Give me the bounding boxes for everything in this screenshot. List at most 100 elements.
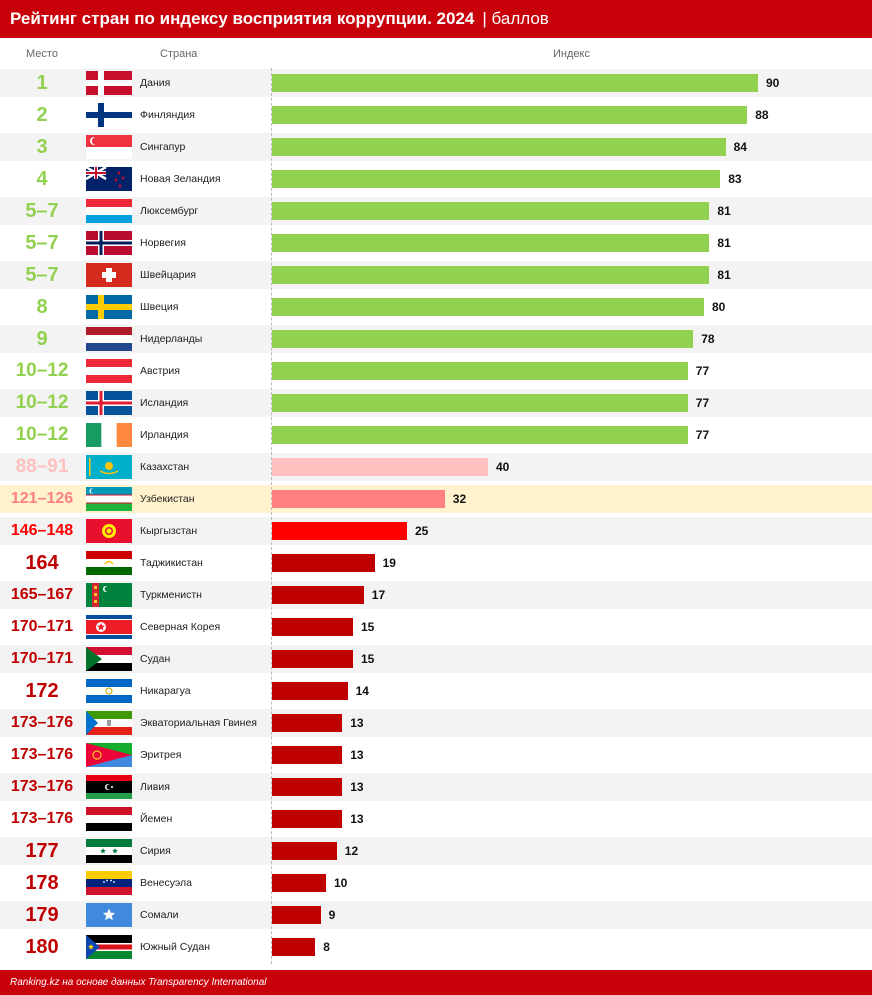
value-label: 9 (328, 908, 336, 922)
table-row: 2 Финляндия 88 (0, 101, 872, 129)
rank-label: 173–176 (10, 778, 74, 795)
country-label: Никарагуа (140, 685, 191, 697)
rank-label: 173–176 (10, 810, 74, 827)
luxembourg-flag (86, 199, 132, 224)
sudan-flag (86, 647, 132, 672)
country-label: Сомали (140, 909, 179, 921)
table-row: 173–176 Эритрея 13 (0, 741, 872, 769)
table-row: 164 Таджикистан 19 (0, 549, 872, 577)
source-note: Ranking.kz на основе данных Transparency… (10, 977, 267, 988)
value-label: 77 (695, 428, 710, 442)
kyrgyzstan-flag (86, 519, 132, 543)
turkmenistan-flag (86, 583, 132, 607)
table-row: 3 Сингапур 84 (0, 133, 872, 161)
rank-label: 5–7 (25, 263, 59, 286)
rank-label: 180 (25, 935, 59, 958)
venezuela-flag (86, 871, 132, 896)
value-label: 13 (350, 748, 364, 762)
value-label: 77 (695, 396, 710, 410)
rank-label: 172 (25, 679, 59, 702)
table-row: 170–171 Северная Корея 15 (0, 613, 872, 641)
column-header-country: Страна (160, 48, 198, 60)
country-label: Узбекистан (140, 493, 195, 505)
rank-label: 177 (25, 839, 59, 862)
iceland-flag (86, 391, 132, 415)
rank-label: 164 (25, 551, 59, 574)
table-row: 170–171 Судан 15 (0, 645, 872, 673)
bar (272, 138, 726, 156)
table-row: 173–176 Ливия 13 (0, 773, 872, 801)
country-label: Туркменистн (140, 589, 202, 601)
netherlands-flag (86, 327, 132, 352)
value-label: 13 (350, 780, 364, 794)
value-label: 77 (695, 364, 710, 378)
value-label: 78 (701, 332, 715, 346)
rank-label: 179 (25, 903, 59, 926)
nicaragua-flag (86, 679, 132, 704)
denmark-flag (86, 71, 132, 95)
table-row: 179 Сомали 9 (0, 901, 872, 929)
ireland-flag (86, 423, 133, 447)
bar (272, 554, 375, 572)
bar (272, 650, 353, 668)
bar (272, 938, 316, 956)
bar (272, 618, 353, 636)
table-row: 9 Нидерланды 78 (0, 325, 872, 353)
value-label: 40 (496, 460, 510, 474)
table-row: 88–91 Казахстан 40 (0, 453, 872, 481)
bar (272, 746, 343, 764)
rank-label: 3 (36, 135, 48, 158)
country-label: Северная Корея (140, 621, 221, 633)
country-label: Кыргызстан (140, 525, 198, 537)
country-label: Люксембург (140, 205, 199, 217)
table-row: 180 Южный Судан 8 (0, 933, 872, 961)
chart-title: Рейтинг стран по индексу восприятия корр… (10, 9, 475, 28)
value-label: 25 (415, 524, 429, 538)
value-label: 81 (717, 236, 731, 250)
bar (272, 74, 758, 92)
rank-label: 146–148 (10, 522, 74, 539)
uzbekistan-flag (86, 487, 132, 511)
libya-flag (86, 775, 132, 799)
eritrea-flag (86, 743, 132, 767)
table-row: 165–167 Туркменистн 17 (0, 581, 872, 609)
table-row: 5–7 Швейцария 81 (0, 261, 872, 289)
table-row: 173–176 Йемен 13 (0, 805, 872, 833)
country-label: Экваториальная Гвинея (140, 717, 257, 729)
bar (272, 906, 321, 924)
country-label: Венесуэла (140, 877, 192, 889)
north-korea-flag (86, 615, 132, 639)
table-row: 10–12 Ирландия 77 (0, 421, 872, 449)
rank-label: 121–126 (10, 490, 74, 507)
chart-unit: | баллов (482, 9, 549, 28)
value-label: 84 (733, 140, 747, 154)
rank-label: 5–7 (25, 199, 59, 222)
value-label: 19 (382, 556, 396, 570)
table-row: 1 Дания 90 (0, 69, 872, 97)
table-row: 4 Новая Зеландия 83 (0, 165, 872, 193)
rank-label: 4 (36, 167, 48, 190)
table-row: 121–126 Узбекистан 32 (0, 485, 872, 513)
country-label: Финляндия (140, 109, 195, 121)
value-label: 14 (355, 684, 369, 698)
rank-label: 170–171 (10, 650, 74, 667)
country-label: Ирландия (140, 429, 189, 441)
bar (272, 234, 710, 252)
country-label: Эритрея (140, 749, 182, 761)
rank-label: 5–7 (25, 231, 59, 254)
bar (272, 266, 710, 284)
country-label: Швейцария (140, 269, 197, 281)
value-label: 15 (361, 620, 375, 634)
value-label: 8 (323, 940, 330, 954)
value-label: 17 (371, 588, 386, 602)
bar (272, 778, 343, 796)
country-label: Йемен (140, 813, 173, 825)
table-row: 5–7 Люксембург 81 (0, 197, 872, 225)
austria-flag (86, 359, 132, 384)
somalia-flag (86, 903, 132, 927)
finland-flag (86, 103, 132, 127)
table-row: 177 Сирия 12 (0, 837, 872, 865)
bar (272, 330, 694, 348)
country-label: Таджикистан (140, 557, 203, 569)
sweden-flag (86, 295, 132, 319)
